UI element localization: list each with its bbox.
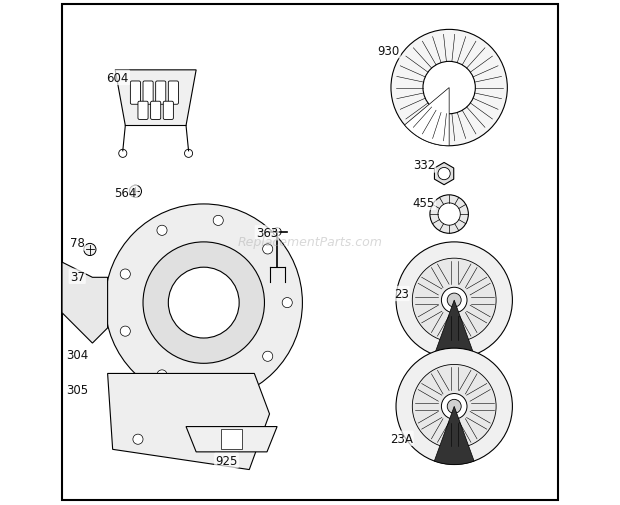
Wedge shape bbox=[405, 88, 449, 146]
Circle shape bbox=[168, 268, 239, 338]
Circle shape bbox=[447, 293, 461, 308]
Circle shape bbox=[412, 365, 496, 448]
Circle shape bbox=[396, 348, 512, 465]
Circle shape bbox=[185, 150, 193, 158]
FancyBboxPatch shape bbox=[221, 429, 242, 449]
Text: ReplacementParts.com: ReplacementParts.com bbox=[237, 236, 383, 249]
Circle shape bbox=[119, 150, 127, 158]
Text: 930: 930 bbox=[378, 45, 399, 58]
Circle shape bbox=[391, 30, 507, 146]
Text: 332: 332 bbox=[413, 159, 435, 172]
Text: 23: 23 bbox=[394, 287, 409, 300]
Circle shape bbox=[120, 270, 130, 280]
FancyBboxPatch shape bbox=[130, 82, 141, 105]
Text: 23A: 23A bbox=[389, 432, 412, 445]
Polygon shape bbox=[186, 427, 277, 452]
Circle shape bbox=[213, 380, 223, 390]
Circle shape bbox=[130, 186, 141, 198]
Circle shape bbox=[438, 168, 450, 180]
Circle shape bbox=[120, 326, 130, 336]
Text: 564: 564 bbox=[114, 186, 136, 199]
Wedge shape bbox=[434, 300, 474, 359]
Circle shape bbox=[263, 351, 273, 362]
Circle shape bbox=[105, 205, 303, 401]
Circle shape bbox=[438, 204, 460, 226]
Circle shape bbox=[213, 216, 223, 226]
Circle shape bbox=[133, 434, 143, 444]
Circle shape bbox=[143, 242, 265, 364]
Text: 305: 305 bbox=[66, 383, 88, 396]
Circle shape bbox=[423, 62, 476, 115]
Circle shape bbox=[157, 370, 167, 380]
Text: 363: 363 bbox=[256, 227, 278, 240]
Polygon shape bbox=[435, 163, 454, 185]
Circle shape bbox=[157, 226, 167, 236]
Circle shape bbox=[430, 195, 468, 234]
Circle shape bbox=[412, 259, 496, 342]
Circle shape bbox=[396, 242, 512, 359]
Circle shape bbox=[441, 394, 467, 419]
Circle shape bbox=[447, 399, 461, 414]
Wedge shape bbox=[434, 407, 474, 465]
Circle shape bbox=[84, 244, 96, 256]
Polygon shape bbox=[115, 71, 196, 126]
Text: 925: 925 bbox=[215, 454, 237, 467]
FancyBboxPatch shape bbox=[168, 82, 179, 105]
Circle shape bbox=[441, 288, 467, 313]
Circle shape bbox=[224, 434, 234, 444]
Text: 604: 604 bbox=[107, 72, 129, 85]
Text: 304: 304 bbox=[66, 348, 89, 361]
FancyBboxPatch shape bbox=[143, 82, 153, 105]
Text: 37: 37 bbox=[70, 270, 85, 283]
FancyBboxPatch shape bbox=[163, 102, 174, 120]
Circle shape bbox=[282, 298, 292, 308]
Text: 78: 78 bbox=[70, 237, 85, 250]
Polygon shape bbox=[62, 263, 108, 343]
Text: 455: 455 bbox=[413, 196, 435, 210]
Polygon shape bbox=[108, 374, 270, 470]
FancyBboxPatch shape bbox=[138, 102, 148, 120]
FancyBboxPatch shape bbox=[156, 82, 166, 105]
FancyBboxPatch shape bbox=[151, 102, 161, 120]
Circle shape bbox=[263, 244, 273, 255]
Circle shape bbox=[273, 228, 281, 236]
